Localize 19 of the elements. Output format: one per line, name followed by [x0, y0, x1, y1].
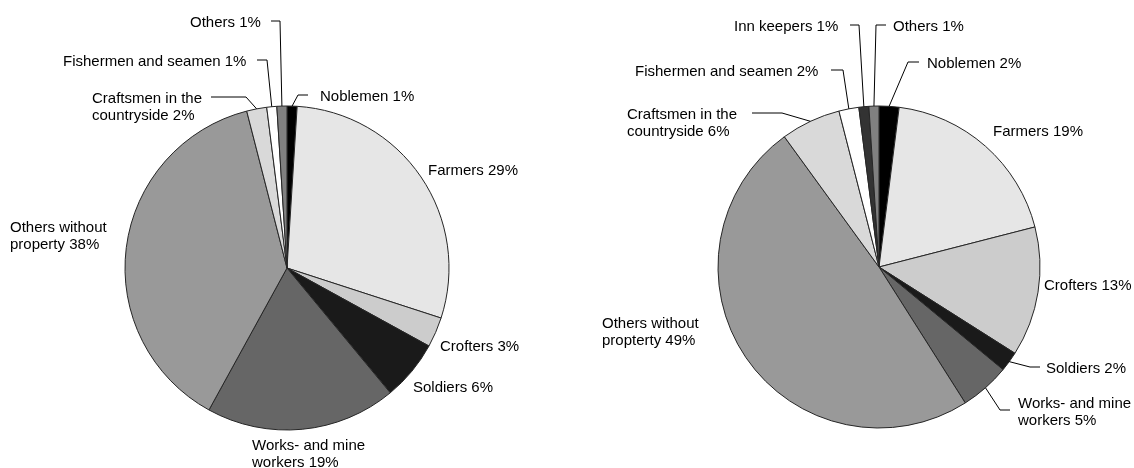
slice-label: Soldiers 6%	[413, 377, 494, 395]
slice-label: Crofters 13%	[1044, 275, 1132, 293]
slice-label: Others 1%	[190, 12, 261, 30]
slice-label: Noblemen 1%	[320, 86, 415, 104]
slice-label: Noblemen 2%	[927, 53, 1022, 71]
slice-label: Others without propterty 49%	[602, 313, 700, 348]
slice-label: Inn keepers 1%	[734, 16, 839, 34]
slice-label: Others 1%	[893, 16, 964, 34]
slice-label: Soldiers 2%	[1046, 358, 1127, 376]
slice-label: Others without property 38%	[10, 217, 108, 252]
slice-label: Crofters 3%	[440, 336, 520, 354]
slice-label: Craftsmen in the countryside 6%	[627, 104, 738, 139]
slice-label: Works- and mine workers 5%	[1017, 393, 1132, 428]
slice-label: Farmers 29%	[428, 160, 519, 178]
slice-label: Fishermen and seamen 2%	[635, 61, 819, 79]
slice-label: Farmers 19%	[993, 121, 1084, 139]
slice-label: Fishermen and seamen 1%	[63, 51, 247, 69]
slice-label: Works- and mine workers 19%	[251, 435, 366, 468]
slice-label: Craftsmen in the countryside 2%	[92, 88, 203, 123]
